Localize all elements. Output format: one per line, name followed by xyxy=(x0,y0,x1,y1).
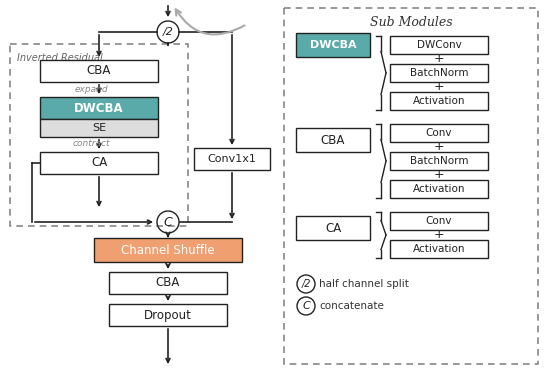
Text: DWConv: DWConv xyxy=(417,40,461,50)
Bar xyxy=(40,60,158,82)
Text: +: + xyxy=(434,80,444,93)
Bar xyxy=(390,152,488,170)
Text: /2: /2 xyxy=(301,279,311,289)
Text: +: + xyxy=(434,169,444,182)
Text: BatchNorm: BatchNorm xyxy=(410,68,468,78)
Text: expand: expand xyxy=(74,84,108,93)
Text: Conv: Conv xyxy=(426,128,452,138)
Bar xyxy=(390,124,488,142)
Text: Conv: Conv xyxy=(426,216,452,226)
Text: SE: SE xyxy=(92,123,106,133)
Bar xyxy=(109,304,227,326)
Text: CA: CA xyxy=(91,157,107,170)
Bar xyxy=(390,180,488,198)
Text: CBA: CBA xyxy=(321,134,345,147)
Text: CBA: CBA xyxy=(156,276,180,289)
Bar xyxy=(390,212,488,230)
Text: Activation: Activation xyxy=(413,184,465,194)
Text: +: + xyxy=(434,141,444,154)
Text: /2: /2 xyxy=(163,27,174,37)
FancyArrowPatch shape xyxy=(176,9,245,35)
Text: C: C xyxy=(164,215,172,228)
Text: contract: contract xyxy=(72,140,110,148)
Bar xyxy=(390,64,488,82)
Bar xyxy=(109,272,227,294)
Text: Conv1x1: Conv1x1 xyxy=(208,154,256,164)
Bar xyxy=(40,152,158,174)
Bar xyxy=(390,92,488,110)
Text: Inverted Residual: Inverted Residual xyxy=(17,53,103,63)
Text: CBA: CBA xyxy=(87,64,111,77)
Bar xyxy=(296,33,370,57)
Text: half channel split: half channel split xyxy=(319,279,409,289)
Bar xyxy=(296,128,370,152)
Bar xyxy=(10,44,188,226)
Bar xyxy=(296,216,370,240)
Bar xyxy=(390,240,488,258)
Text: Sub Modules: Sub Modules xyxy=(370,16,452,29)
Text: Dropout: Dropout xyxy=(144,308,192,321)
Bar xyxy=(40,119,158,137)
Text: C: C xyxy=(302,301,310,311)
Text: Activation: Activation xyxy=(413,96,465,106)
Bar xyxy=(390,36,488,54)
Text: BatchNorm: BatchNorm xyxy=(410,156,468,166)
Bar xyxy=(94,238,242,262)
Bar xyxy=(40,97,158,119)
Text: +: + xyxy=(434,228,444,241)
Bar xyxy=(194,148,270,170)
Text: concatenate: concatenate xyxy=(319,301,384,311)
Bar xyxy=(284,8,538,364)
Text: DWCBA: DWCBA xyxy=(310,40,356,50)
Text: CA: CA xyxy=(325,221,341,234)
Text: +: + xyxy=(434,52,444,65)
Text: DWCBA: DWCBA xyxy=(74,102,124,115)
Text: Activation: Activation xyxy=(413,244,465,254)
Text: Channel Shuffle: Channel Shuffle xyxy=(121,244,215,257)
